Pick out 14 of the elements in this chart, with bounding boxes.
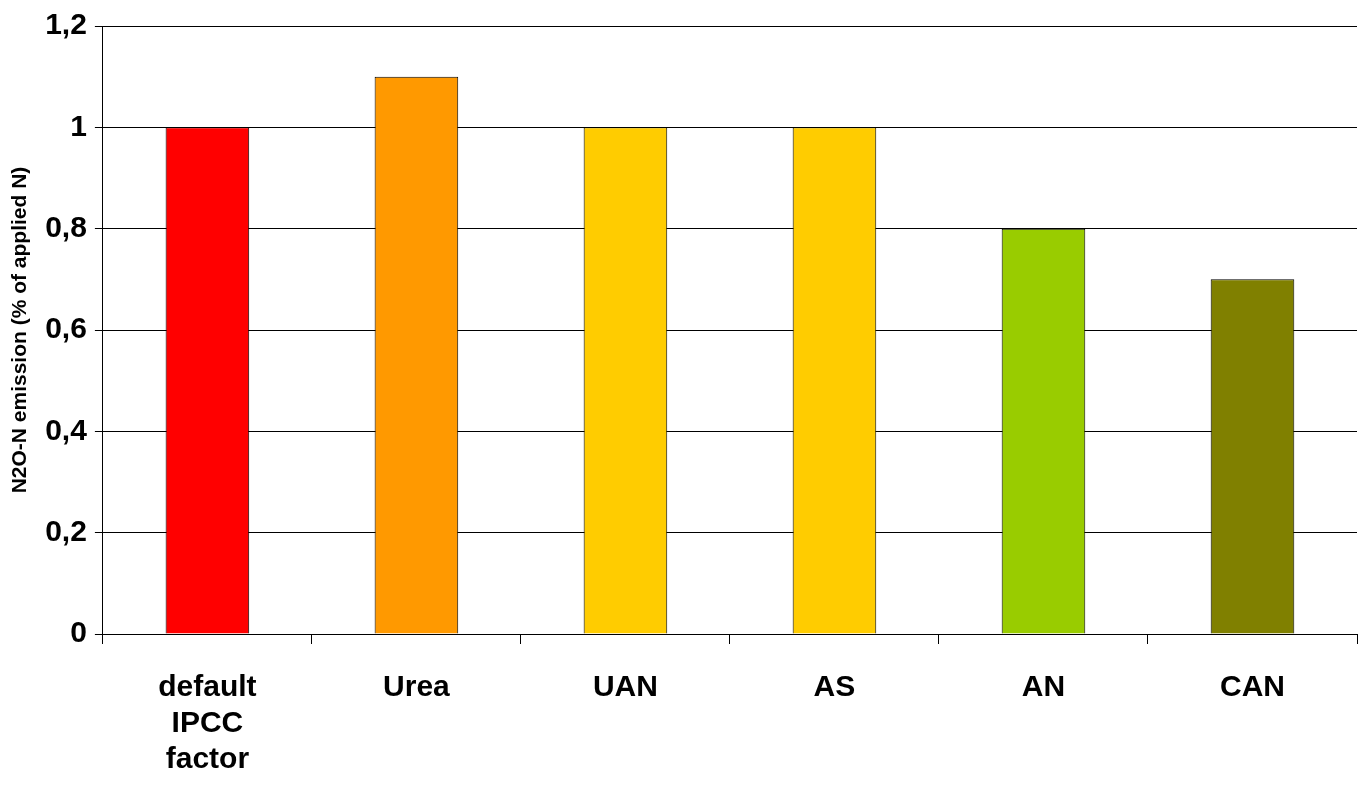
y-tick-label: 0,4	[45, 412, 88, 446]
y-tick-label: 0,6	[45, 311, 87, 345]
x-tick-label: AN	[1021, 669, 1066, 703]
y-tick-label: 0	[70, 615, 87, 649]
y-tick-label: 1	[70, 108, 87, 142]
y-tick-label: 0,8	[45, 209, 87, 243]
x-tick-label: default IPCC factor	[158, 669, 257, 775]
y-tick-label: 0,2	[45, 513, 87, 547]
y-axis-title: N2O-N emission (% of applied N)	[7, 166, 31, 494]
x-tick-label: UAN	[592, 669, 658, 703]
x-tick-label: CAN	[1219, 669, 1285, 703]
y-tick-label: 1,2	[45, 7, 87, 41]
x-tick-label: AS	[813, 669, 856, 703]
x-tick-label: Urea	[383, 669, 451, 703]
